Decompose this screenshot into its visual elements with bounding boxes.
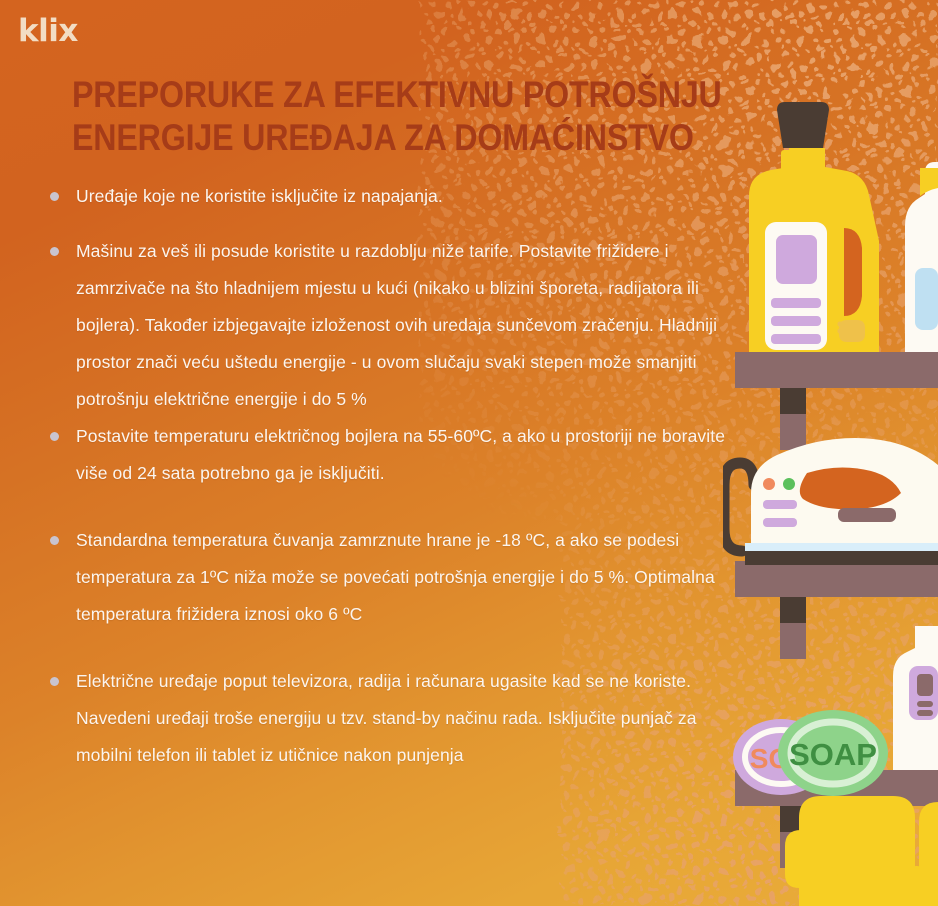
page-title: Preporuke za efektivnu potrošnju energij… <box>72 73 722 160</box>
shelf-bracket-middle <box>780 597 806 659</box>
shelf-bracket-top <box>780 388 806 450</box>
page-title-line-1: Preporuke za efektivnu potrošnju <box>72 73 722 115</box>
klix-logo-text: klix <box>18 13 78 49</box>
shelf-bottom <box>735 770 938 806</box>
klix-logo[interactable]: klix <box>18 16 78 47</box>
shelf-top <box>735 352 938 388</box>
soap-bar-back: SO <box>733 719 829 795</box>
rubber-glove-second <box>919 802 938 906</box>
rubber-gloves <box>785 796 928 906</box>
list-item: Standardna temperatura čuvanja zamrznute… <box>46 522 746 633</box>
soap-bar-front: SOAP <box>778 710 888 796</box>
shelf-bracket-bottom <box>780 806 806 868</box>
soap-bar-front-label: SOAP <box>789 737 877 772</box>
recommendation-list: Uređaje koje ne koristite isključite iz … <box>46 178 746 774</box>
iron <box>723 438 938 565</box>
list-item: Uređaje koje ne koristite isključite iz … <box>46 178 746 215</box>
detergent-bottle <box>749 102 879 352</box>
list-item: Električne uređaje poput televizora, rad… <box>46 663 746 774</box>
lotion-bottle <box>893 626 938 770</box>
list-item: Postavite temperaturu električnog bojler… <box>46 418 746 492</box>
soap-bar-back-label: SO <box>750 743 790 774</box>
cleaning-supplies-illustration: SO SOAP <box>723 0 938 906</box>
shelf-middle <box>735 561 938 597</box>
list-item: Mašinu za veš ili posude koristite u raz… <box>46 233 746 418</box>
page-title-line-2: energije uređaja za domaćinstvo <box>72 117 694 159</box>
spray-bottle <box>905 162 938 352</box>
